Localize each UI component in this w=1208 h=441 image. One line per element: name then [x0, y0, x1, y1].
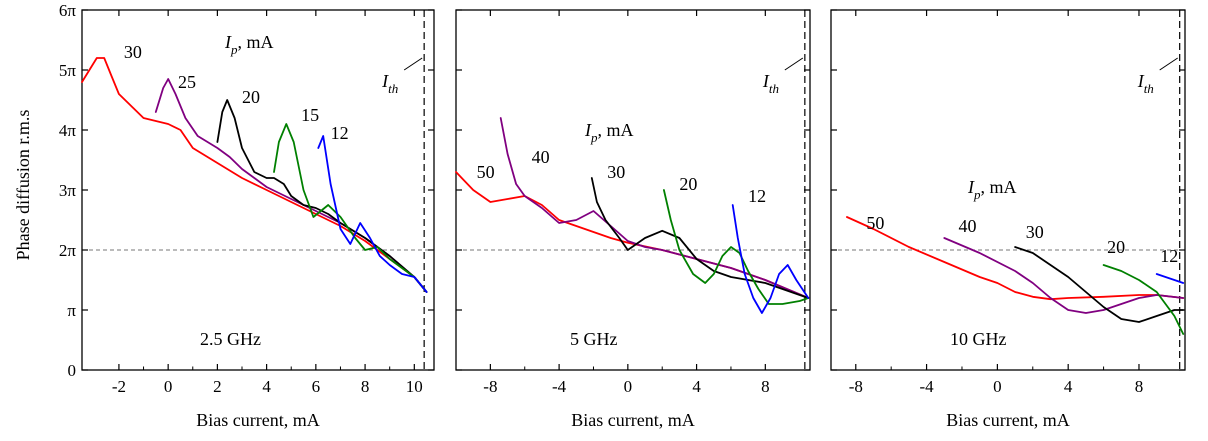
series-label: 12: [331, 123, 349, 143]
series-30mA: 30: [590, 162, 810, 299]
series-line: [1014, 246, 1185, 323]
x-tick-label: 0: [993, 377, 1002, 396]
threshold-leader: [403, 57, 423, 71]
x-tick-label: 8: [361, 377, 370, 396]
series-line: [499, 117, 810, 299]
series-50mA: 50: [846, 213, 1185, 301]
series-20mA: 20: [1102, 237, 1185, 335]
series-label: 50: [477, 162, 495, 182]
series-12mA: 12: [1155, 246, 1185, 284]
threshold-leader: [1159, 57, 1178, 71]
frequency-label: 2.5 GHz: [200, 329, 261, 349]
legend-title: Ip, mA: [224, 32, 274, 57]
series-line: [943, 237, 1185, 314]
series-line: [663, 189, 810, 305]
series-25mA: 25: [154, 72, 428, 293]
plot-frame: [81, 9, 435, 371]
series-line: [154, 78, 428, 293]
y-tick-label: 4π: [59, 121, 77, 140]
series-line: [273, 123, 428, 293]
series-label: 20: [242, 87, 260, 107]
series-label: 20: [679, 174, 697, 194]
series-line: [317, 135, 428, 293]
series-40mA: 40: [499, 117, 810, 299]
x-tick-label: 4: [1064, 377, 1073, 396]
x-tick-label: -4: [552, 377, 567, 396]
y-tick-label: 3π: [59, 181, 77, 200]
series-line: [846, 216, 1185, 301]
threshold-leader: [784, 57, 804, 71]
x-tick-label: 6: [312, 377, 321, 396]
series-label: 20: [1107, 237, 1125, 257]
series-30mA: 30: [1014, 222, 1185, 323]
panels: Ith 0 π 2π 3π 4π 5π 6π -2 0 2 4 6 8 10 Bias current, mA…: [59, 1, 1186, 430]
series-label: 40: [958, 216, 976, 236]
series-20mA: 20: [216, 87, 428, 293]
panel-1: Ith 0 π 2π 3π 4π 5π 6π -2 0 2 4 6 8 10 Bias current, mA…: [59, 1, 435, 430]
series-label: 12: [1160, 246, 1178, 266]
x-tick-label: -2: [112, 377, 126, 396]
series-30mA: 30: [81, 42, 428, 293]
x-tick-label: 4: [692, 377, 701, 396]
x-tick-label: -8: [849, 377, 863, 396]
series-label: 30: [1026, 222, 1044, 242]
series-label: 30: [124, 42, 142, 62]
series-label: 25: [178, 72, 196, 92]
series-label: 50: [866, 213, 884, 233]
x-tick-label: 8: [761, 377, 770, 396]
series-15mA: 15: [273, 105, 428, 293]
x-tick-label: -4: [919, 377, 934, 396]
threshold-label: Ith: [1137, 71, 1154, 96]
series-20mA: 20: [663, 174, 810, 305]
y-axis-label: Phase diffusion r.m.s: [13, 110, 33, 261]
threshold-label: Ith: [762, 71, 779, 96]
y-tick-label: π: [67, 301, 76, 320]
series-50mA: 50: [455, 162, 810, 299]
x-tick-label: 2: [213, 377, 222, 396]
panel-2: Ith -8 -4 0 4 8 Bias current, mA 5 GHz Ip, mA 50 4…: [455, 9, 811, 430]
y-tick-label: 5π: [59, 61, 77, 80]
x-axis-label: Bias current, mA: [196, 410, 319, 430]
x-axis-label: Bias current, mA: [571, 410, 694, 430]
x-axis-label: Bias current, mA: [946, 410, 1069, 430]
legend-title: Ip, mA: [584, 120, 634, 145]
legend-title: Ip, mA: [967, 177, 1017, 202]
frequency-label: 10 GHz: [950, 329, 1007, 349]
series-line: [1102, 264, 1185, 335]
x-tick-label: 8: [1135, 377, 1144, 396]
frequency-label: 5 GHz: [570, 329, 618, 349]
x-tick-label: 0: [164, 377, 173, 396]
series-line: [731, 204, 810, 314]
panel-3: Ith -8 -4 0 4 8 Bias current, mA 10 GHz Ip, mA 50…: [830, 9, 1186, 430]
series-line: [216, 99, 428, 293]
series-line: [590, 177, 810, 299]
series-12mA: 12: [317, 123, 428, 293]
x-tick-label: 4: [262, 377, 271, 396]
series-line: [1155, 273, 1185, 284]
series-12mA: 12: [731, 186, 810, 314]
y-tick-label: 2π: [59, 241, 77, 260]
y-tick-label: 0: [68, 361, 77, 380]
series-40mA: 40: [943, 216, 1185, 314]
series-label: 15: [301, 105, 319, 125]
series-label: 40: [532, 147, 550, 167]
x-tick-label: 0: [624, 377, 633, 396]
series-label: 30: [607, 162, 625, 182]
threshold-label: Ith: [381, 71, 398, 96]
series-label: 12: [748, 186, 766, 206]
x-tick-label: 10: [406, 377, 423, 396]
y-tick-label: 6π: [59, 1, 77, 20]
x-tick-label: -8: [483, 377, 497, 396]
